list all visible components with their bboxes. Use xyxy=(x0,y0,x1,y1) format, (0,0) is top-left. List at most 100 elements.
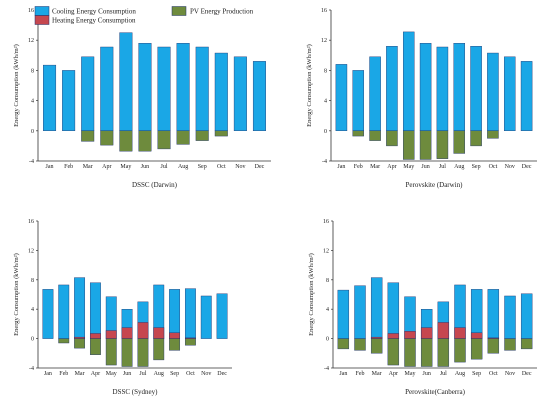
y-axis-label: Energy Consumption (kWh/m²) xyxy=(306,44,313,127)
bar-heating-may xyxy=(404,331,416,339)
y-tick-label: 12 xyxy=(321,38,327,44)
bar-cooling-dec xyxy=(520,293,533,339)
x-tick-label: May xyxy=(403,164,414,170)
bar-cooling-sep xyxy=(470,289,483,339)
chart-panel-4: -4 0 4 8 12 16 Energy Consumption (kWh/m²) Jan F… xyxy=(308,219,537,396)
bar-cooling-aug xyxy=(453,43,466,132)
x-tick-label: Feb xyxy=(354,164,363,170)
bar-cooling-feb xyxy=(62,70,76,132)
bar-cooling-feb xyxy=(58,284,70,339)
bar-cooling-mar xyxy=(370,277,383,339)
bar-heating-jul xyxy=(137,322,149,339)
bar-pv-oct xyxy=(487,338,500,354)
bar-cooling-may xyxy=(119,32,133,132)
bar-pv-mar xyxy=(369,130,381,141)
bar-cooling-feb xyxy=(354,285,366,339)
bar-cooling-feb xyxy=(352,70,365,132)
bar-cooling-nov xyxy=(503,56,516,131)
x-tick-label: Jan xyxy=(46,164,54,170)
x-tick-label: Jul xyxy=(440,371,447,377)
y-axis-label: Energy Consumption (kWh/m²) xyxy=(308,253,315,336)
chart-caption: DSSC (Darwin) xyxy=(132,181,178,189)
y-tick-label: -4 xyxy=(324,366,329,372)
bar-cooling-apr xyxy=(386,46,398,131)
y-tick-label: 4 xyxy=(31,99,34,105)
y-tick-label: 16 xyxy=(28,8,34,14)
x-tick-label: Oct xyxy=(489,371,498,377)
bar-pv-may xyxy=(404,338,416,367)
bar-pv-oct xyxy=(184,338,196,346)
y-tick-label: 12 xyxy=(323,248,329,254)
bar-pv-oct xyxy=(487,130,499,139)
y-tick-label: 0 xyxy=(324,129,327,135)
x-tick-label: Jul xyxy=(139,371,146,377)
x-tick-label: May xyxy=(405,371,416,377)
bar-pv-sep xyxy=(169,338,181,351)
y-tick-label: 4 xyxy=(324,99,327,105)
bar-cooling-jan xyxy=(42,289,54,339)
bar-cooling-sep xyxy=(195,46,209,131)
y-tick-label: 12 xyxy=(28,248,34,254)
bar-pv-jun xyxy=(138,130,152,152)
x-tick-label: Sep xyxy=(170,371,179,377)
bar-pv-aug xyxy=(453,130,466,154)
bar-pv-dec xyxy=(520,338,533,350)
x-tick-label: Nov xyxy=(505,164,515,170)
x-tick-label: Jun xyxy=(422,371,430,377)
bar-pv-apr xyxy=(387,338,400,366)
bar-pv-feb xyxy=(58,338,70,344)
bar-pv-mar xyxy=(74,338,86,349)
y-tick-label: 8 xyxy=(326,278,329,284)
x-tick-label: Feb xyxy=(64,164,73,170)
bar-cooling-jan xyxy=(43,64,57,131)
bar-cooling-nov xyxy=(233,56,247,131)
bar-pv-apr xyxy=(100,130,114,146)
y-tick-label: 0 xyxy=(31,129,34,135)
x-tick-label: Apr xyxy=(387,164,396,170)
bar-pv-apr xyxy=(89,338,101,355)
x-tick-label: Nov xyxy=(235,164,245,170)
x-tick-label: Jan xyxy=(339,371,347,377)
bar-pv-feb xyxy=(352,130,365,137)
x-tick-label: Jun xyxy=(141,164,149,170)
bar-cooling-apr xyxy=(89,282,101,339)
chart-caption: DSSC (Sydney) xyxy=(113,388,159,396)
bar-pv-jul xyxy=(437,338,450,367)
legend-label-pv: PV Energy Production xyxy=(190,8,254,16)
chart-caption: Perovskite (Darwin) xyxy=(406,181,464,189)
legend-label-cooling: Cooling Energy Consumption xyxy=(52,8,136,16)
y-tick-label: -4 xyxy=(29,366,34,372)
y-tick-label: -4 xyxy=(322,159,327,165)
x-tick-label: Jun xyxy=(123,371,131,377)
y-tick-label: 16 xyxy=(323,219,329,225)
bar-pv-mar xyxy=(81,130,95,142)
bar-heating-sep xyxy=(470,332,483,339)
bar-cooling-oct xyxy=(184,288,196,339)
bar-cooling-oct xyxy=(487,289,500,339)
bar-cooling-jul xyxy=(436,46,449,131)
y-axis-label: Energy Consumption (kWh/m²) xyxy=(13,253,20,336)
bar-pv-oct xyxy=(214,130,228,137)
y-tick-label: -4 xyxy=(29,159,34,165)
bar-cooling-mar xyxy=(369,56,381,131)
y-tick-label: 12 xyxy=(28,38,34,44)
bar-pv-sep xyxy=(195,130,209,141)
y-tick-label: 8 xyxy=(31,68,34,74)
bar-heating-jun xyxy=(121,327,133,339)
bar-heating-may xyxy=(105,330,117,339)
bar-pv-may xyxy=(402,130,415,160)
x-tick-label: Dec xyxy=(255,164,265,170)
bar-cooling-nov xyxy=(200,295,212,339)
y-tick-label: 16 xyxy=(28,219,34,225)
bar-cooling-jul xyxy=(157,46,171,131)
x-tick-label: Dec xyxy=(217,371,227,377)
bar-pv-may xyxy=(119,130,133,152)
bar-heating-apr xyxy=(387,333,400,339)
x-tick-label: May xyxy=(120,164,131,170)
bar-pv-jul xyxy=(137,338,149,367)
bar-cooling-jan xyxy=(335,64,348,132)
x-tick-label: Mar xyxy=(83,164,93,170)
x-tick-label: Aug xyxy=(454,164,464,170)
x-tick-label: Apr xyxy=(102,164,111,170)
